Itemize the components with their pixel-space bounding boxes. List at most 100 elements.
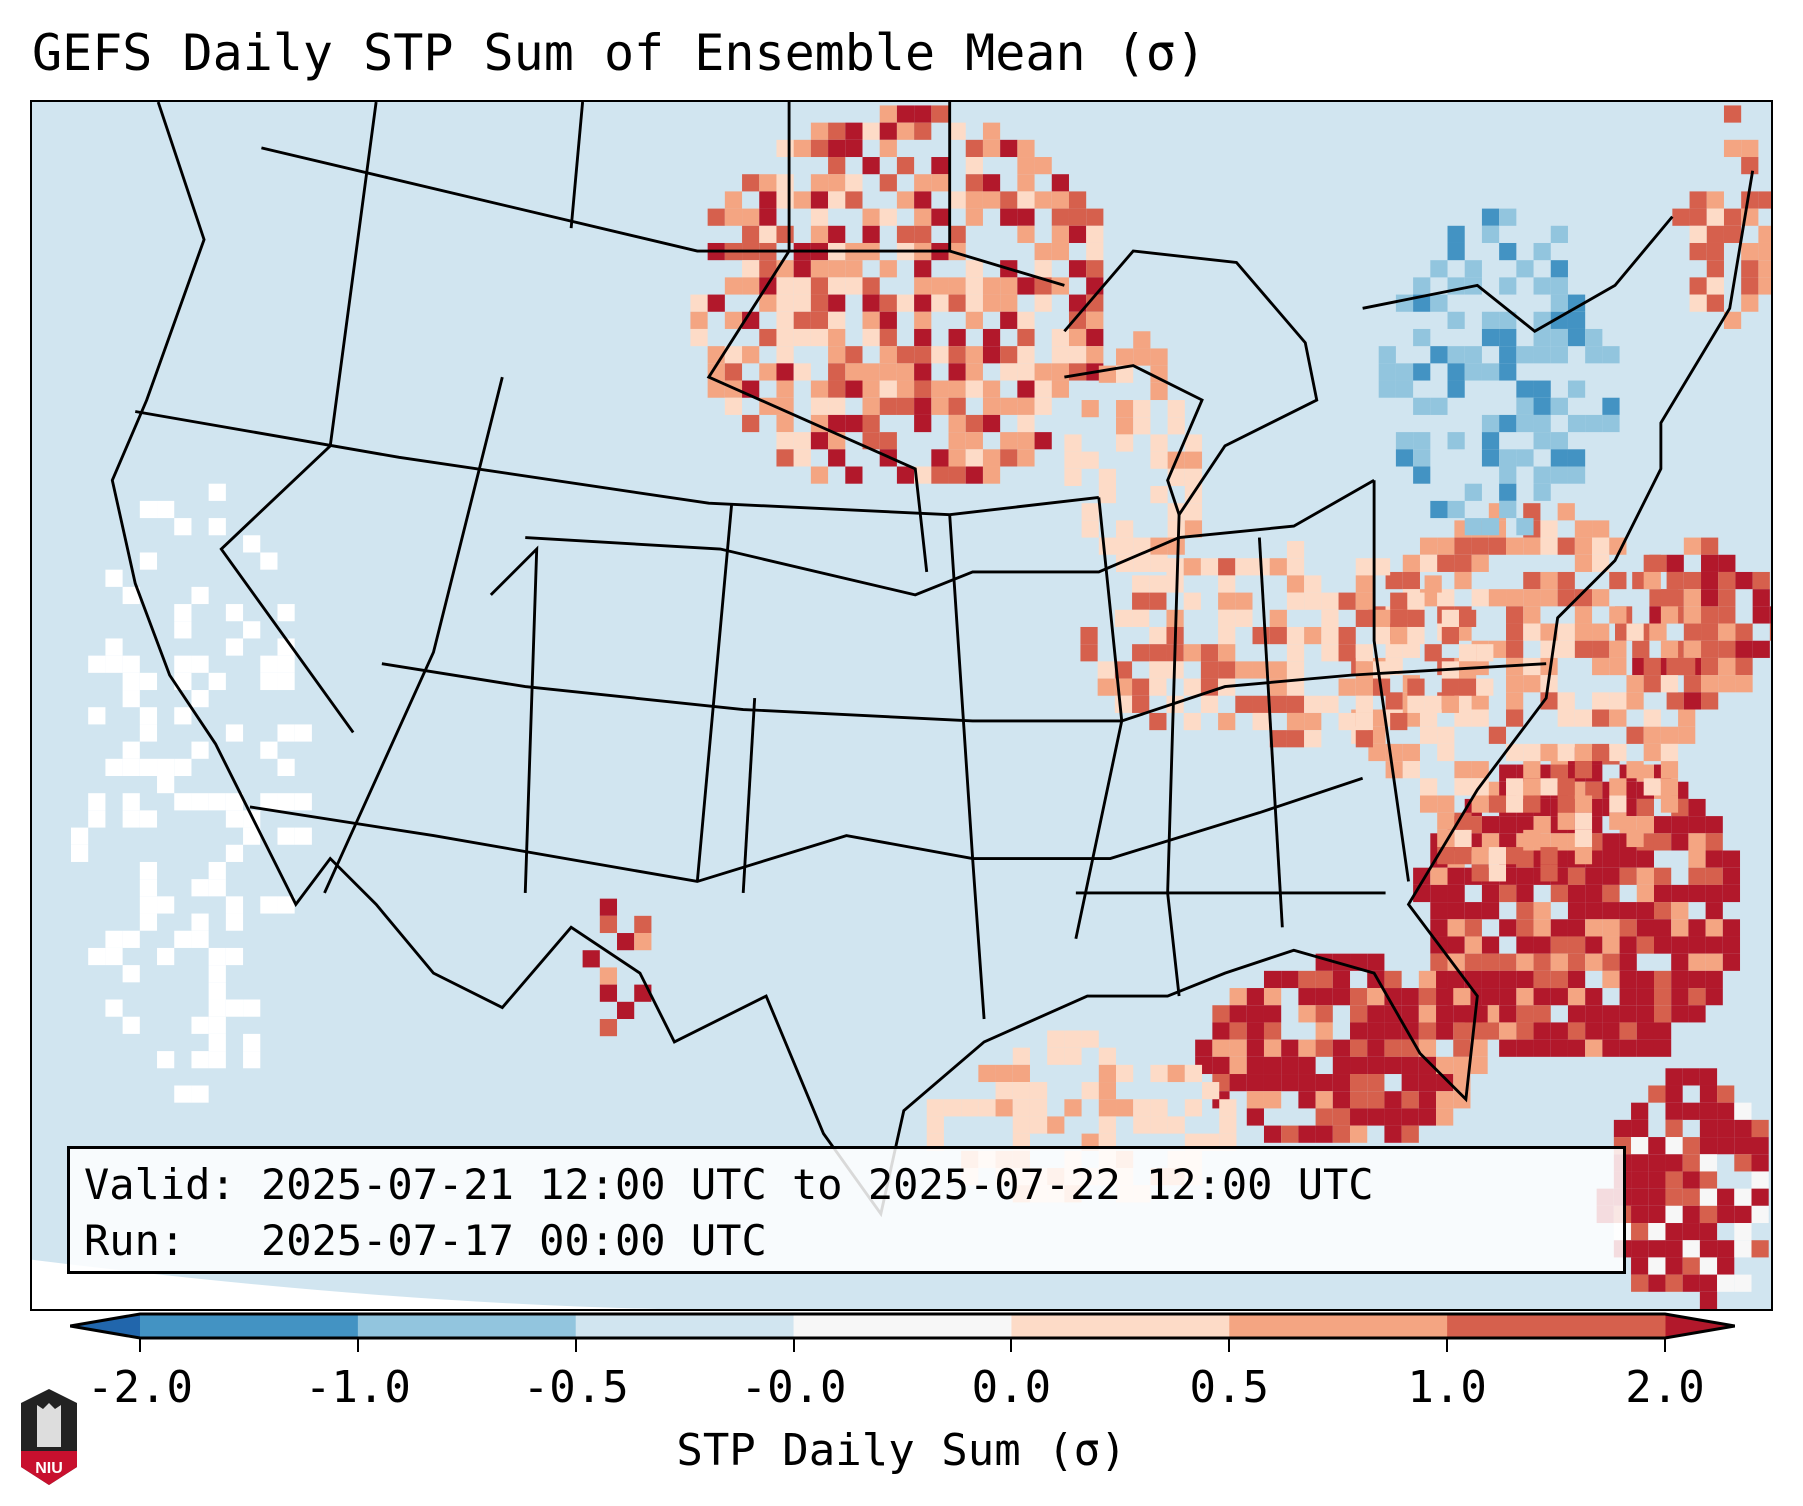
heatmap-cell bbox=[845, 466, 863, 484]
heatmap-cell bbox=[634, 933, 652, 951]
heatmap-cell bbox=[1533, 380, 1551, 398]
heatmap-cell bbox=[105, 930, 123, 948]
heatmap-cell bbox=[139, 861, 158, 880]
heatmap-cell bbox=[1384, 1005, 1402, 1023]
heatmap-cell bbox=[845, 346, 863, 364]
heatmap-cell bbox=[1550, 277, 1568, 295]
heatmap-cell bbox=[1643, 571, 1661, 590]
heatmap-cell bbox=[1372, 609, 1391, 627]
heatmap-cell bbox=[1574, 812, 1593, 830]
heatmap-cell bbox=[1574, 589, 1593, 607]
heatmap-cell bbox=[982, 397, 1001, 415]
heatmap-cell bbox=[1384, 1091, 1402, 1109]
heatmap-cell bbox=[948, 449, 966, 467]
heatmap-cell bbox=[1619, 1022, 1637, 1040]
colorbar-tick-label: -2.0 bbox=[87, 1362, 193, 1413]
heatmap-cell bbox=[1567, 936, 1586, 954]
heatmap-cell bbox=[810, 122, 829, 140]
heatmap-cell bbox=[1705, 988, 1723, 1006]
heatmap-cell bbox=[1034, 294, 1052, 312]
heatmap-cell bbox=[1441, 626, 1459, 645]
heatmap-cell bbox=[1458, 661, 1477, 679]
heatmap-cell bbox=[1609, 657, 1627, 676]
heatmap-cell bbox=[174, 621, 192, 639]
heatmap-cell bbox=[1430, 902, 1448, 920]
heatmap-cell bbox=[1218, 644, 1236, 662]
heatmap-cell bbox=[1626, 829, 1644, 848]
heatmap-cell bbox=[1516, 970, 1534, 989]
heatmap-cell bbox=[1332, 1074, 1351, 1092]
heatmap-cell bbox=[828, 191, 846, 209]
heatmap-cell bbox=[896, 191, 915, 209]
heatmap-cell bbox=[776, 174, 794, 192]
boundary-line bbox=[948, 514, 986, 1020]
heatmap-cell bbox=[690, 328, 708, 347]
heatmap-cell bbox=[1567, 1005, 1586, 1023]
heatmap-cell bbox=[896, 380, 915, 398]
heatmap-cell bbox=[1665, 1223, 1683, 1241]
heatmap-cell bbox=[810, 380, 829, 398]
heatmap-cell bbox=[1741, 139, 1759, 158]
heatmap-cell bbox=[1585, 414, 1603, 433]
heatmap-cell bbox=[1229, 1039, 1247, 1057]
heatmap-cell bbox=[862, 294, 880, 312]
heatmap-cell bbox=[724, 208, 743, 226]
heatmap-cell bbox=[896, 346, 915, 364]
heatmap-cell bbox=[1298, 1039, 1316, 1057]
heatmap-cell bbox=[1636, 884, 1654, 903]
heatmap-cell bbox=[914, 191, 932, 209]
heatmap-cell bbox=[1183, 558, 1201, 576]
heatmap-cell bbox=[1688, 833, 1706, 851]
heatmap-cell bbox=[1097, 678, 1115, 696]
heatmap-cell bbox=[931, 380, 949, 398]
heatmap-cell bbox=[879, 380, 897, 398]
heatmap-cell bbox=[1385, 692, 1403, 710]
heatmap-cell bbox=[1557, 812, 1575, 830]
heatmap-cell bbox=[1252, 661, 1270, 679]
heatmap-cell bbox=[1671, 833, 1689, 851]
heatmap-cell bbox=[1017, 449, 1035, 467]
heatmap-cell bbox=[1418, 1108, 1437, 1126]
heatmap-cell bbox=[1540, 589, 1558, 607]
heatmap-cell bbox=[1132, 695, 1150, 713]
heatmap-cell bbox=[1051, 380, 1069, 398]
heatmap-cell bbox=[1195, 1039, 1213, 1057]
heatmap-cell bbox=[724, 363, 743, 381]
heatmap-cell bbox=[157, 758, 175, 776]
heatmap-cell bbox=[1464, 919, 1482, 937]
heatmap-cell bbox=[845, 260, 863, 278]
heatmap-cell bbox=[995, 1082, 1013, 1100]
heatmap-cell bbox=[1631, 1205, 1649, 1224]
heatmap-cell bbox=[294, 827, 312, 845]
heatmap-cell bbox=[1321, 626, 1339, 645]
heatmap-cell bbox=[174, 1085, 192, 1103]
heatmap-cell bbox=[1540, 657, 1558, 676]
heatmap-cell bbox=[1516, 397, 1534, 415]
heatmap-cell bbox=[1017, 174, 1035, 192]
heatmap-cell bbox=[225, 913, 244, 931]
heatmap-cell bbox=[191, 586, 209, 605]
heatmap-cell bbox=[1332, 1039, 1351, 1057]
heatmap-cell bbox=[1631, 1188, 1649, 1206]
heatmap-cell bbox=[1609, 640, 1627, 658]
heatmap-cell bbox=[1648, 1085, 1666, 1103]
heatmap-cell bbox=[1436, 1005, 1454, 1023]
heatmap-cell bbox=[1626, 623, 1644, 641]
heatmap-cell bbox=[862, 363, 880, 381]
heatmap-cell bbox=[948, 294, 966, 312]
heatmap-cell bbox=[914, 277, 932, 295]
heatmap-cell bbox=[1481, 970, 1500, 989]
heatmap-cell bbox=[1218, 626, 1236, 645]
heatmap-cell bbox=[1648, 1154, 1666, 1172]
heatmap-cell bbox=[1407, 592, 1425, 610]
heatmap-cell bbox=[1540, 864, 1558, 882]
heatmap-cell bbox=[1081, 1030, 1099, 1048]
heatmap-cell bbox=[1367, 1022, 1385, 1040]
heatmap-cell bbox=[1315, 1091, 1333, 1109]
heatmap-cell bbox=[1751, 1205, 1769, 1224]
heatmap-cell bbox=[759, 225, 777, 243]
heatmap-cell bbox=[1133, 331, 1151, 349]
heatmap-cell bbox=[1471, 761, 1489, 779]
heatmap-cell bbox=[879, 363, 897, 381]
heatmap-cell bbox=[1183, 678, 1201, 696]
